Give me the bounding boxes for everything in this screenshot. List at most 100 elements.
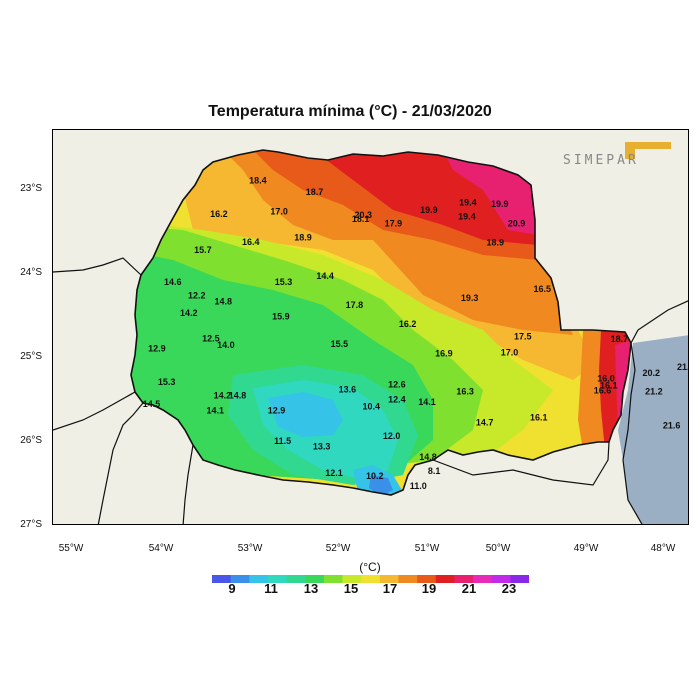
station-value-label: 10.2 [366,471,384,481]
station-value-label: 14.5 [143,399,161,409]
x-tick-55w: 55°W [58,543,84,554]
station-value-label: 14.1 [418,397,436,407]
colorbar-cell [510,575,529,583]
station-value-label: 20.2 [642,368,660,378]
station-value-label: 16.2 [210,209,228,219]
station-value-label: 12.0 [383,431,401,441]
station-value-label: 15.5 [331,339,349,349]
station-value-label: 19.9 [420,205,438,215]
colorbar-label-13: 13 [303,581,319,596]
station-value-label: 21.2 [645,386,663,396]
station-value-label: 12.6 [388,380,406,390]
station-value-label: 14.8 [419,452,437,462]
colorbar-cell [305,575,325,583]
station-value-label: 16.0 [597,374,615,384]
map-panel: SIMEPAR 18.4 18.7 17.0 16.2 20.3 18.1 19.9 19.4… [52,129,689,525]
colorbar-cell [417,575,437,583]
x-tick-52w: 52°W [325,543,351,554]
station-value-label: 20.3 [355,210,373,220]
colorbar-label-15: 15 [343,581,359,596]
station-value-label: 14.4 [316,271,334,281]
station-value-label: 17.8 [346,300,364,310]
station-value-label: 21.0 [677,362,689,372]
station-value-label: 20.9 [508,218,526,228]
colorbar-cell [342,575,362,583]
neighbor-border-east [630,300,688,344]
station-value-label: 18.7 [306,187,324,197]
colorbar-label-11: 11 [264,581,278,596]
colorbar [212,575,529,583]
neighbor-border-coast [622,342,643,524]
colorbar-cell [249,575,269,583]
simepar-logo: SIMEPAR [563,142,671,168]
map-title: Temperatura mínima (°C) - 21/03/2020 [208,103,492,120]
colorbar-cell [230,575,250,583]
station-value-label: 15.3 [275,277,293,287]
station-value-label: 17.5 [514,332,532,342]
station-value-label: 17.0 [270,207,288,217]
colorbar-label-23: 23 [501,581,517,596]
station-value-label: 14.1 [207,406,225,416]
station-value-label: 19.3 [461,293,479,303]
station-labels: 18.4 18.7 17.0 16.2 20.318.1 19.9 19.4 19.4 19.9… [143,175,689,491]
colorbar-cell [286,575,306,583]
station-value-label: 14.7 [476,417,494,427]
neighbor-border-west-1 [97,402,144,524]
x-tick-54w: 54°W [148,543,174,554]
station-value-label: 12.5 [202,333,220,343]
station-value-label: 16.4 [242,237,260,247]
station-value-label: 18.7 [611,334,629,344]
colorbar-cell [267,575,288,583]
station-value-label: 17.0 [501,348,519,358]
y-tick-25s: 25°S [20,351,42,362]
logo-text: SIMEPAR [563,153,639,168]
station-value-label: 14.2 [214,390,232,400]
colorbar-cell [473,575,493,583]
station-value-label: 11.5 [274,436,291,446]
station-value-label: 12.9 [268,406,286,416]
station-value-label: 14.2 [180,308,198,318]
x-tick-51w: 51°W [414,543,440,554]
neighbor-border-north [53,257,142,276]
station-value-label: 17.9 [385,218,403,228]
logo-bar-top [625,142,671,149]
neighbor-border-southwest [182,444,194,524]
station-value-label: 13.3 [313,442,331,452]
y-tick-24s: 24°S [20,267,42,278]
station-value-label: 19.4 [459,197,477,207]
temperature-map: SIMEPAR 18.4 18.7 17.0 16.2 20.318.1 19.9 19.4… [53,142,689,524]
station-value-label: 19.9 [491,199,509,209]
neighbor-border-west-2 [53,391,136,431]
colorbar-label-9: 9 [228,581,236,596]
colorbar-cell [323,575,344,583]
station-value-label: 18.9 [294,233,312,243]
station-value-label: 18.1 [352,214,370,224]
station-value-label: 8.1 [428,466,441,476]
station-value-label: 13.6 [339,385,357,395]
station-value-label: 18.4 [249,175,267,185]
colorbar-label-21: 21 [461,581,477,596]
y-tick-23s: 23°S [20,183,42,194]
station-value-label: 14.8 [215,296,233,306]
station-value-label: 16.9 [435,348,453,358]
colorbar-cell [491,575,511,583]
station-value-label: 16.5 [533,284,551,294]
station-value-label: 12.4 [388,395,406,405]
station-value-label: 21.6 [663,421,681,431]
colorbar-unit: (°C) [359,560,381,574]
station-value-label: 16.1 [530,412,548,422]
station-value-label: 14.6 [164,277,182,287]
logo-bar-side [625,149,635,159]
colorbar-cell [379,575,399,583]
temp-band-10 [369,475,393,495]
station-value-label: 12.1 [325,468,343,478]
x-tick-53w: 53°W [237,543,263,554]
x-tick-49w: 49°W [573,543,599,554]
station-value-label: 18.9 [487,238,505,248]
colorbar-cell [454,575,474,583]
station-value-label: 16.6 [594,385,612,395]
station-value-label: 15.3 [158,377,176,387]
temp-band-11 [268,392,343,437]
station-value-label: 16.1 [600,380,618,390]
station-value-label: 15.9 [272,312,290,322]
